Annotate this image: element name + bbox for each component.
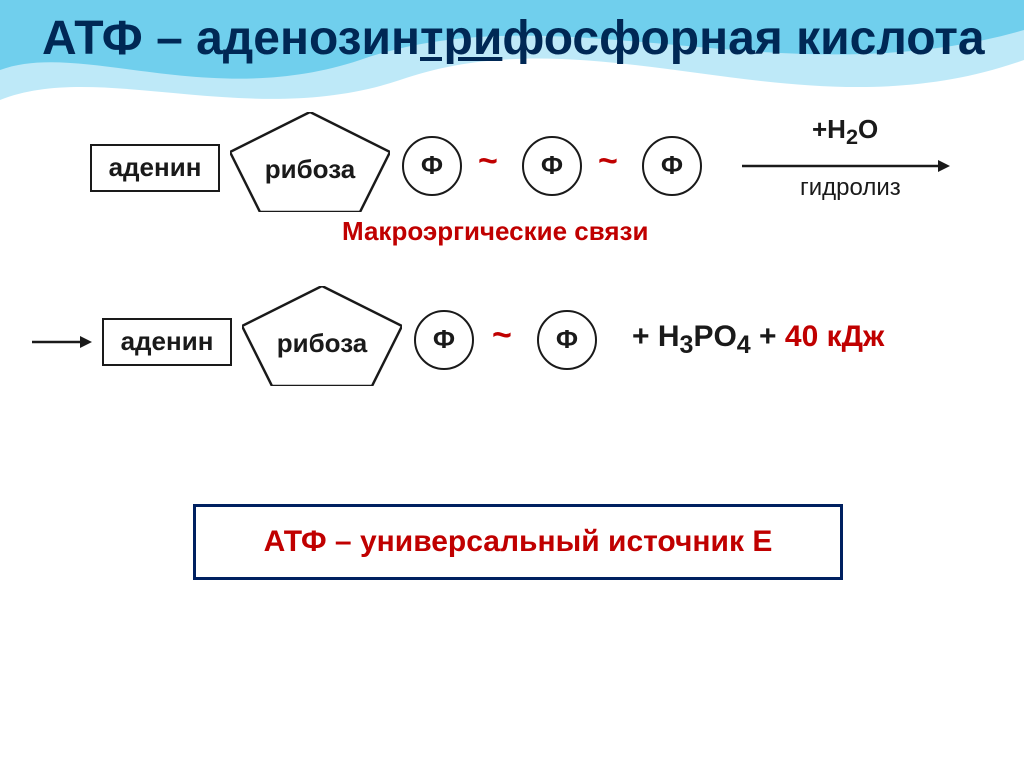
hydrolysis-label: +H2O: [812, 114, 878, 150]
ribose-label-2: рибоза: [242, 328, 402, 359]
phosphate-1-2: Ф: [522, 136, 582, 196]
macro-bond-1-2: ~: [598, 142, 618, 181]
adenine-box-1: аденин: [90, 144, 220, 192]
title-underline: три: [420, 12, 502, 65]
macro-bond-1-1: ~: [478, 142, 498, 181]
phosphate-2-2: Ф: [537, 310, 597, 370]
ribose-label-1: рибоза: [230, 154, 390, 185]
slide-title: АТФ – аденозинтрифосфорная кислота: [42, 12, 994, 66]
macroergic-label: Макроэргические связи: [342, 216, 648, 247]
macro-bond-2-1: ~: [492, 316, 512, 355]
products-label: + H3PO4 + 40 кДж: [632, 320, 884, 360]
phosphate-2-1: Ф: [414, 310, 474, 370]
phosphate-1-1: Ф: [402, 136, 462, 196]
hydrolysis-bottom-label: гидролиз: [800, 174, 901, 202]
title-post: фосфорная кислота: [502, 12, 984, 65]
slide-content: АТФ – аденозинтрифосфорная кислота адени…: [0, 0, 1024, 580]
lead-arrow: [32, 330, 94, 354]
adenine-box-2: аденин: [102, 318, 232, 366]
atp-diagram: аденин рибоза Ф Ф Ф ~ ~ +H2O гидролиз: [42, 94, 982, 474]
callout-box: АТФ – универсальный источник Е: [193, 504, 843, 580]
adenine-label-1: аденин: [109, 152, 202, 183]
adenine-label-2: аденин: [121, 326, 214, 357]
title-pre: АТФ – аденозин: [42, 12, 420, 65]
phosphate-1-3: Ф: [642, 136, 702, 196]
energy-value: 40 кДж: [785, 320, 884, 353]
callout-text: АТФ – универсальный источник Е: [264, 525, 773, 558]
